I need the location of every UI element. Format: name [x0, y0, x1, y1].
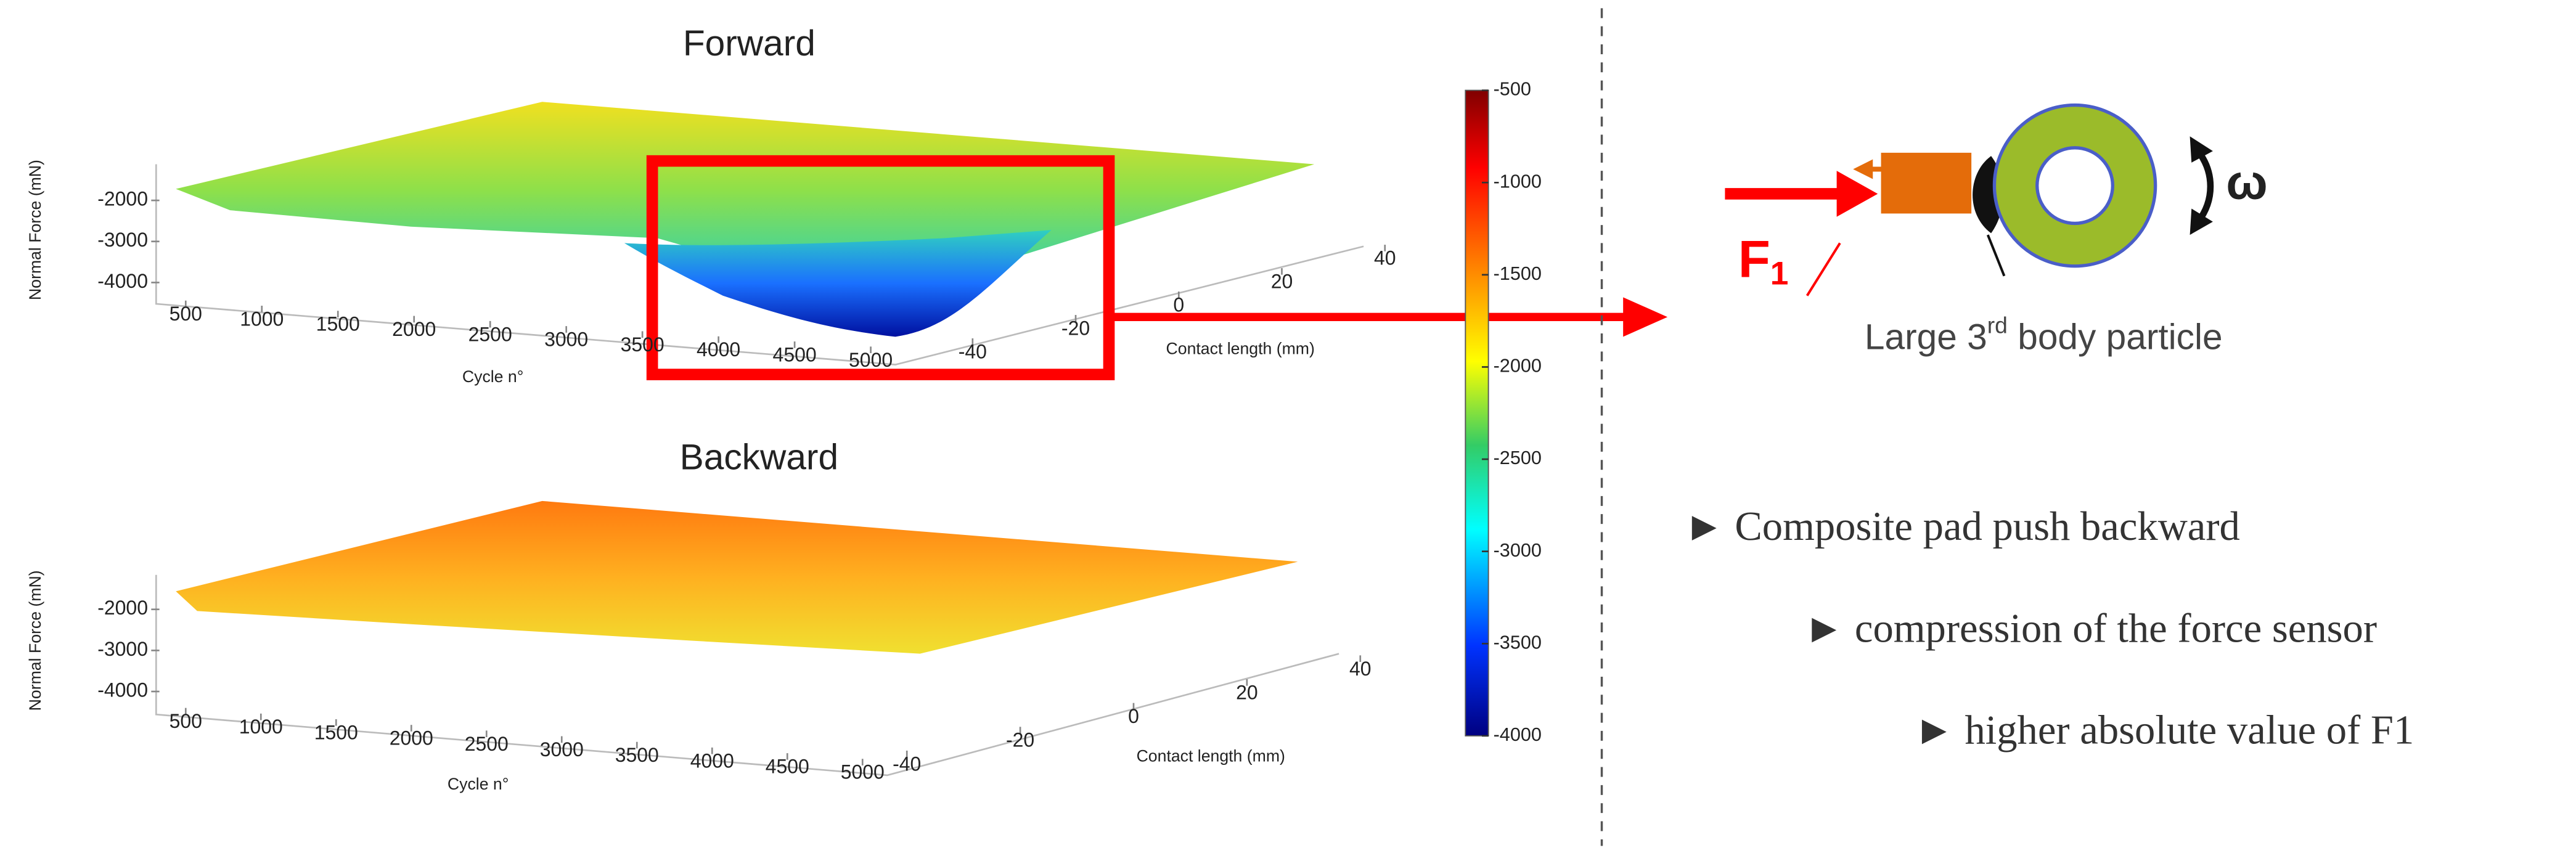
rotation-arrow: [2195, 149, 2214, 224]
x-tick-label: 2500: [468, 323, 512, 345]
y-tick-label: -20: [1061, 317, 1090, 339]
colorbar-tick-label: -1500: [1494, 263, 1542, 284]
x-tick-label: 4000: [690, 749, 734, 772]
x-tick-label: 4500: [773, 343, 817, 365]
z-tick-label: -2000: [97, 188, 148, 210]
y-tick-label: -40: [959, 340, 987, 362]
z-tick-label: -4000: [97, 270, 148, 292]
pad-arrowhead: [1853, 159, 1873, 179]
particle-text: Large 3: [1865, 317, 1987, 357]
y-tick-label: 20: [1271, 271, 1293, 293]
force-label: F1: [1738, 230, 1789, 292]
x-axis-label: Cycle n°: [448, 775, 509, 793]
colorbar-tick-label: -2000: [1494, 356, 1542, 377]
y-tick-label: 20: [1236, 681, 1258, 703]
x-tick-label: 1000: [240, 308, 284, 330]
chart-title: Backward: [680, 438, 838, 478]
pointer-arrowhead: [1623, 297, 1668, 337]
colorbar-tick-label: -500: [1494, 79, 1531, 100]
colorbar-tick-label: -3000: [1494, 540, 1542, 561]
force-sub: 1: [1770, 256, 1789, 292]
bullet: ► compression of the force sensor: [1804, 606, 2377, 651]
colorbar-tick-label: -1000: [1494, 171, 1542, 192]
x-tick-label: 4000: [697, 338, 740, 361]
rotation-head-bottom: [2190, 208, 2213, 235]
axes-box: [155, 164, 1364, 777]
x-tick-label: 5000: [841, 761, 885, 783]
x-tick-label: 3000: [540, 738, 584, 761]
particle-label: Large 3rd body particle: [1865, 312, 2223, 357]
highlight-box: [646, 155, 1115, 380]
colorbar-tick-label: -3500: [1494, 632, 1542, 653]
z-tick-label: -3000: [97, 229, 148, 251]
z-axis-label: Normal Force (mN): [26, 570, 44, 711]
y-tick-label: 0: [1128, 705, 1139, 727]
rotation-head-top: [2190, 136, 2213, 163]
y-axis-label: Contact length (mm): [1137, 747, 1285, 765]
x-tick-label: 4500: [766, 755, 809, 777]
surface-backward: [176, 500, 1298, 654]
wheel-hole: [2035, 146, 2115, 226]
particle-rest: body particle: [2008, 317, 2223, 357]
surface-dip: [624, 230, 1052, 337]
y-tick-label: 40: [1374, 247, 1396, 269]
x-tick-label: 3500: [615, 744, 659, 766]
y-tick-label: -20: [1006, 729, 1034, 751]
y-tick-label: -40: [893, 753, 921, 775]
colorbar-tick-label: -4000: [1494, 724, 1542, 745]
x-tick-label: 3500: [621, 333, 664, 356]
colorbar: [1465, 89, 1489, 737]
z-axis-label: Normal Force (mN): [26, 160, 44, 300]
z-tick-label: -2000: [97, 597, 148, 619]
x-tick-label: 2500: [465, 733, 509, 755]
bullet: ► higher absolute value of F1: [1914, 708, 2414, 753]
z-tick-label: -4000: [97, 679, 148, 701]
y-tick-label: 40: [1349, 658, 1372, 680]
x-tick-label: 500: [170, 303, 202, 325]
colorbar-tick-label: -2500: [1494, 447, 1542, 468]
particle-sup: rd: [1987, 312, 2008, 338]
x-tick-label: 1500: [316, 313, 360, 335]
x-tick-label: 2000: [392, 318, 436, 340]
x-tick-label: 3000: [544, 328, 588, 351]
force-letter: F: [1738, 230, 1770, 288]
y-axis-label: Contact length (mm): [1166, 340, 1315, 358]
x-axis-label: Cycle n°: [462, 367, 524, 386]
x-tick-label: 1000: [239, 716, 283, 738]
force-arrowhead: [1836, 171, 1878, 217]
particle-pointer: [1986, 234, 2006, 277]
x-tick-label: 2000: [390, 727, 433, 749]
omega: ω: [2226, 154, 2268, 209]
x-tick-label: 500: [170, 710, 202, 732]
z-tick-label: -3000: [97, 638, 148, 660]
bullet: ► Composite pad push backward: [1684, 504, 2240, 549]
x-tick-label: 5000: [849, 349, 893, 371]
chart-title: Forward: [683, 23, 816, 63]
y-tick-label: 0: [1173, 293, 1184, 316]
x-tick-label: 1500: [314, 721, 358, 743]
force-pointer: [1805, 242, 1841, 296]
pad: [1881, 152, 1972, 214]
